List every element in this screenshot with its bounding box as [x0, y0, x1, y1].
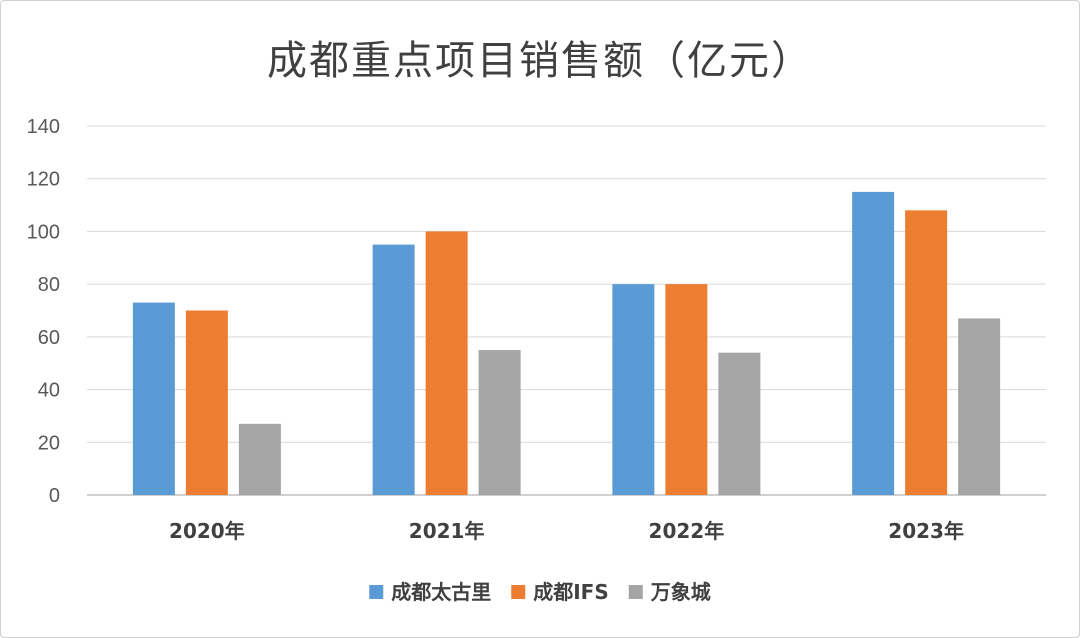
legend-swatch	[511, 585, 526, 599]
x-category-label: 2022年	[649, 519, 725, 543]
bar-2-1	[185, 310, 228, 495]
x-category-label: 2020年	[169, 519, 245, 543]
legend-item: 成都IFS	[511, 580, 609, 604]
legend-label: 成都太古里	[391, 580, 491, 604]
y-tick-label: 0	[49, 485, 60, 507]
axes: 0 20 40 60 80 100 120 140 2020年 2021年 2022年 2023年	[27, 116, 964, 543]
y-tick-label: 140	[27, 116, 60, 138]
y-tick-label: 60	[38, 327, 60, 349]
bar-3-4	[958, 318, 1001, 495]
y-tick-label: 120	[27, 169, 60, 191]
bar-2-2	[425, 231, 468, 495]
legend-label: 万象城	[650, 580, 711, 604]
x-category-label: 2021年	[409, 519, 485, 543]
y-tick-label: 100	[27, 221, 60, 243]
bar-3-3	[718, 352, 761, 495]
y-tick-label: 80	[38, 274, 60, 296]
bar-2-4	[905, 210, 948, 496]
legend-swatch	[628, 585, 643, 599]
chart-title: 成都重点项目销售额（亿元）	[267, 38, 813, 84]
bar-2-3	[665, 284, 708, 495]
legend-item: 万象城	[628, 580, 711, 604]
bar-1-2	[372, 244, 415, 495]
legend-swatch	[369, 585, 384, 599]
x-category-label: 2023年	[888, 519, 964, 543]
y-tick-label: 20	[38, 432, 60, 454]
legend: 成都太古里 成都IFS 万象城	[369, 580, 711, 604]
bar-1-3	[612, 284, 655, 495]
legend-item: 成都太古里	[369, 580, 491, 604]
bar-1-1	[132, 302, 175, 495]
bar-3-1	[238, 423, 281, 495]
gridlines	[87, 125, 1046, 496]
legend-label: 成都IFS	[533, 580, 609, 604]
bar-3-2	[478, 350, 521, 495]
bars	[132, 191, 1001, 496]
bar-1-4	[852, 191, 895, 495]
y-tick-label: 40	[38, 380, 60, 402]
